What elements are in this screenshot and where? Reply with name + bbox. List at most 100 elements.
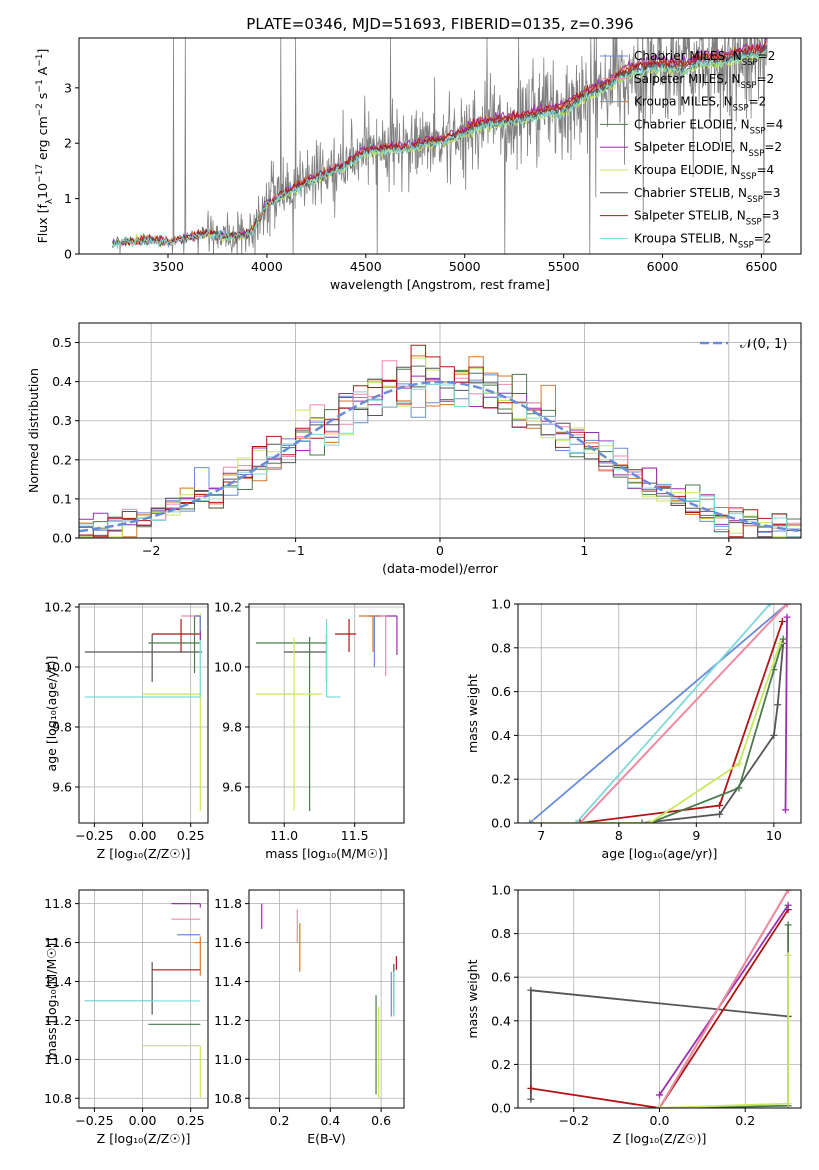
y-tick-label: 0.8 [491,926,511,941]
y-tick-label: 0.2 [491,772,511,787]
plot-area-age_vs_Z [84,613,203,811]
y-tick-label: 10.0 [214,660,242,675]
x-tick-label: 10 [766,828,782,843]
x-tick-label: 6500 [746,259,778,274]
cumulative-line-salpeter_elodie [784,617,788,810]
marker-salpeter_stelib [527,1084,535,1092]
y-axis-label: age [log₁₀(age/yr)] [44,656,59,772]
panel-mass_vs_ebv: 0.2 0.4 0.6 10.8 11.0 11.2 11.4 11.6 11.8 E(B-V) [214,889,405,1146]
marker-chabrier_elodie [735,784,743,792]
panel-cum_mass_vs_age: 7 8 9 10 0.0 0.2 0.4 0.6 0.8 1.0 mass weight age [l… [465,597,802,861]
y-tick-label: 0.0 [52,531,72,546]
y-axis-label: mass weight [465,674,480,753]
marker-kroupa_elodie [776,639,784,647]
y-tick-label: 11.2 [44,1013,72,1028]
marker-kroupa_stelib [572,819,580,823]
marker-chabrier_stelib [527,986,535,994]
plot-area-spectrum [90,38,768,254]
x-tick-label: 0.2 [735,1113,755,1128]
x-axis-label: (data-model)/error [382,561,499,576]
x-axis-label: Z [log₁₀(Z/Z☉)] [613,1131,707,1146]
x-tick-label: 2 [725,543,733,558]
y-tick-label: 11.4 [44,974,72,989]
cumulative-line-salpeter_miles [579,604,788,823]
y-tick-label: 0.2 [491,1057,511,1072]
marker-kroupa_elodie [735,760,743,768]
panel-age_vs_Z: −0.25 0.00 0.25 9.6 9.8 10.0 10.2 Z [log₁₀(Z/Z☉… [44,600,209,861]
panel-cum_mass_vs_Z: −0.2 0.0 0.2 0.0 0.2 0.4 0.6 0.8 1.0 mass weight Z… [465,883,802,1146]
y-tick-label: 0.4 [491,728,511,743]
figure-title: PLATE=0346, MJD=51693, FIBERID=0135, z=0… [246,15,633,33]
model-spectrum-salpeter_stelib [112,40,767,247]
y-tick-label: 0.6 [491,970,511,985]
marker-chabrier_elodie [784,921,792,929]
legend-label: Chabrier STELIB, NSSP=3 [634,186,781,205]
plot-area-cum_mass_vs_Z [527,890,792,1108]
x-tick-label: 0 [436,543,444,558]
marker-chabrier_elodie [779,635,787,643]
marker-chabrier_stelib [716,810,724,818]
y-tick-label: 11.8 [214,896,242,911]
panel-residuals: −2 −1 0 1 2 0.0 0.1 0.2 0.3 0.4 0.5 𝒩(0, 1) (data-mo… [26,322,802,576]
legend-label: Kroupa MILES, NSSP=2 [634,95,766,114]
x-tick-label: 0.25 [177,1113,205,1128]
axes-frame [78,603,209,824]
y-tick-label: 0.0 [491,816,511,831]
plot-area-cum_mass_vs_age [526,604,791,823]
y-tick-label: 11.0 [44,1052,72,1067]
y-tick-label: 1.0 [491,883,511,898]
x-tick-label: 0.6 [371,1113,391,1128]
x-tick-label: 5500 [548,259,580,274]
marker-salpeter_elodie [784,901,792,909]
x-tick-label: −1 [286,543,304,558]
x-axis-label: Z [log₁₀(Z/Z☉)] [97,1131,191,1146]
y-tick-label: 0.2 [52,452,72,467]
y-tick-label: 10.2 [214,600,242,615]
panel-age_vs_mass: 11.0 11.5 9.6 9.8 10.0 10.2 mass [log₁₀(M/M☉)] [214,600,405,861]
legend-label: Chabrier MILES, NSSP=2 [634,49,775,68]
x-tick-label: 6000 [647,259,679,274]
y-axis-label: Normed distribution [26,368,41,493]
legend-label: Kroupa ELODIE, NSSP=4 [634,163,774,182]
marker-chabrier_stelib [527,1095,535,1103]
y-tick-label: 3 [64,80,72,95]
y-tick-label: 9.8 [222,720,242,735]
x-tick-label: 11.5 [341,828,369,843]
y-tick-label: 9.8 [52,720,72,735]
axes-frame [78,889,209,1109]
x-tick-label: 4500 [350,259,382,274]
y-tick-label: 0.4 [52,374,72,389]
marker-salpeter_stelib [778,618,786,626]
y-tick-label: 0.5 [52,335,72,350]
y-tick-label: 0 [64,247,72,262]
legend-label: Chabrier ELODIE, NSSP=4 [634,117,783,136]
x-axis-label: E(B-V) [307,1131,346,1146]
panel-mass_vs_Z: −0.25 0.00 0.25 10.8 11.0 11.2 11.4 11.6 11.8 Z [… [44,889,209,1146]
x-tick-label: 1 [580,543,588,558]
y-tick-label: 10.8 [44,1091,72,1106]
legend-label: Kroupa STELIB, NSSP=2 [634,231,772,250]
cumulative-line-salpeter_stelib [530,909,789,1108]
y-tick-label: 0.6 [491,684,511,699]
marker-salpeter_elodie [656,1091,663,1099]
cumulative-line-chabrier_miles [529,604,788,823]
x-tick-label: 11.0 [270,828,298,843]
gaussian-reference-curve [79,380,801,533]
y-tick-label: 10.8 [214,1091,242,1106]
marker-chabrier_stelib [774,701,782,709]
x-tick-label: 0.25 [177,828,205,843]
y-tick-label: 11.2 [214,1013,242,1028]
histogram-salpeter_stelib [79,344,801,538]
axes-frame [78,37,802,255]
x-tick-label: 9 [692,828,700,843]
y-tick-label: 0.8 [491,640,511,655]
marker-chabrier_stelib [770,731,778,739]
y-axis-label: mass weight [465,959,480,1038]
marker-chabrier_stelib [638,819,646,823]
y-axis-label: mass [log₁₀(M/M☉)] [44,938,59,1060]
axes-frame [248,889,405,1109]
x-tick-label: 5000 [449,259,481,274]
x-tick-label: −0.25 [75,828,113,843]
marker-kroupa_stelib [766,604,774,608]
